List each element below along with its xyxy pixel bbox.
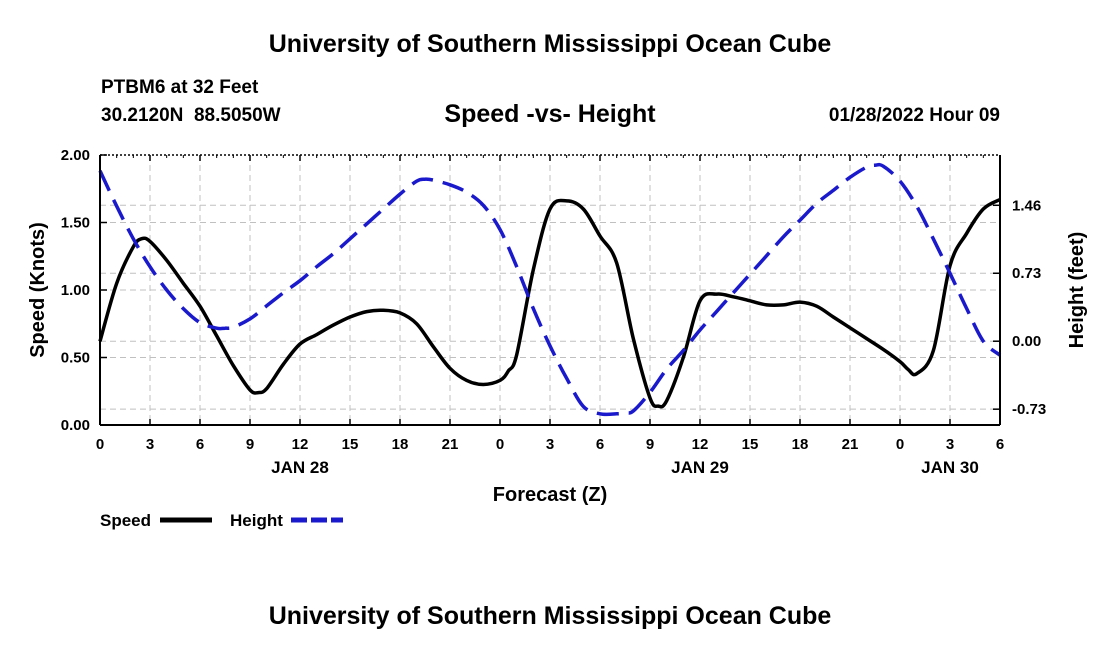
x-tick-label: 12 <box>292 436 309 453</box>
y-left-tick-label: 0.00 <box>61 417 90 434</box>
axis-ticks <box>99 154 1001 426</box>
x-tick-label: 15 <box>342 436 359 453</box>
y-right-tick-label: 0.73 <box>1012 265 1041 282</box>
height-series-line <box>98 162 1002 417</box>
y-left-axis-title: Speed (Knots) <box>27 222 49 358</box>
y-right-tick-label: -0.73 <box>1012 401 1046 418</box>
x-tick-label: 0 <box>96 436 104 453</box>
y-right-tick-label: 0.00 <box>1012 333 1041 350</box>
forecast-datetime: 01/28/2022 Hour 09 <box>828 105 1000 126</box>
axis-labels: 0 3 6 9 12 15 18 21 0 3 6 9 12 15 18 21 0 3 6 0.00 0.50 1.00 1… <box>27 147 1088 506</box>
x-tick-label: 9 <box>646 436 654 453</box>
speed-series-line <box>98 198 1001 409</box>
x-tick-label: 0 <box>496 436 504 453</box>
y-left-tick-label: 2.00 <box>61 147 90 164</box>
date-label: JAN 30 <box>921 458 979 477</box>
coordinates-label: 30.2120N 88.5050W <box>101 105 281 126</box>
y-left-tick-label: 0.50 <box>61 350 90 367</box>
date-label: JAN 28 <box>271 458 329 477</box>
footer-title: University of Southern Mississippi Ocean… <box>268 602 832 630</box>
y-right-tick-label: 1.46 <box>1012 197 1041 214</box>
x-tick-label: 18 <box>392 436 409 453</box>
x-tick-label: 3 <box>146 436 154 453</box>
date-label: JAN 29 <box>671 458 729 477</box>
x-tick-label: 6 <box>596 436 604 453</box>
x-tick-label: 18 <box>792 436 809 453</box>
x-axis-title: Forecast (Z) <box>493 484 607 506</box>
grid <box>100 155 1000 425</box>
x-tick-label: 0 <box>896 436 904 453</box>
series-lines <box>98 162 1002 417</box>
x-tick-label: 15 <box>742 436 759 453</box>
x-tick-label: 21 <box>842 436 859 453</box>
x-tick-label: 9 <box>246 436 254 453</box>
x-tick-label: 21 <box>442 436 459 453</box>
main-title: University of Southern Mississippi Ocean… <box>268 30 832 58</box>
x-tick-label: 3 <box>546 436 554 453</box>
legend-speed-label: Speed <box>100 511 151 530</box>
x-tick-label: 12 <box>692 436 709 453</box>
legend: Speed Height <box>100 511 343 530</box>
y-right-axis-title: Height (feet) <box>1066 232 1088 349</box>
chart-subtitle: Speed -vs- Height <box>444 100 656 128</box>
x-tick-label: 6 <box>196 436 204 453</box>
station-label: PTBM6 at 32 Feet <box>101 77 259 98</box>
legend-height-label: Height <box>230 511 283 530</box>
x-tick-label: 3 <box>946 436 954 453</box>
y-left-tick-label: 1.00 <box>61 282 90 299</box>
x-tick-label: 6 <box>996 436 1004 453</box>
y-left-tick-label: 1.50 <box>61 215 90 232</box>
